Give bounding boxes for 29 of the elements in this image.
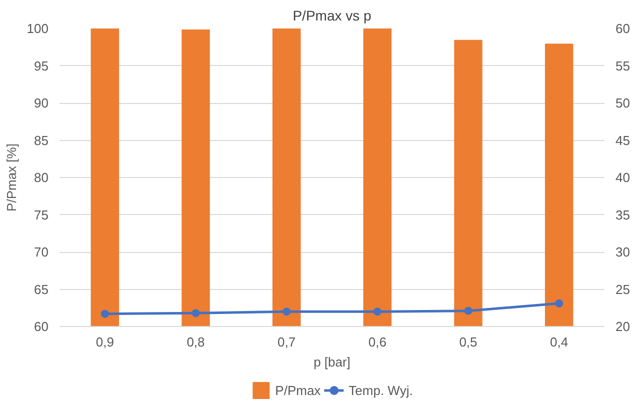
y2-tick-label: 25 [616,282,630,297]
x-tick-label: 0,9 [96,334,114,350]
y2-tick-label: 50 [616,96,630,110]
chart-title: P/Pmax vs p [292,8,372,24]
y-tick-label: 85 [34,132,49,148]
y-tick-label: 90 [34,96,49,110]
y-tick-label: 95 [34,58,49,74]
y-axis-title: P/Pmax [%] [4,144,19,212]
legend-label: P/Pmax [275,382,321,398]
y2-tick-label: 60 [616,21,630,36]
x-tick-label: 0,8 [186,334,205,350]
x-tick-label: 0,6 [368,334,386,350]
x-tick-label: 0,7 [278,334,296,350]
y2-tick-label: 35 [616,207,630,222]
y-tick-label: 80 [34,170,49,185]
y2-tick-label: 40 [616,170,630,185]
y2-tick-label: 45 [616,132,630,148]
y-tick-label: 60 [34,319,49,334]
y-tick-label: 100 [26,21,49,36]
x-tick-label: 0,4 [550,334,568,350]
y-tick-label: 70 [34,244,49,260]
y2-tick-label: 30 [616,244,630,260]
y-tick-label: 65 [34,282,49,297]
y-tick-label: 75 [34,207,49,222]
x-axis-title: p [bar] [314,354,350,370]
y2-tick-label: 20 [616,319,630,334]
y2-tick-label: 55 [616,58,630,74]
x-tick-label: 0,5 [459,334,478,350]
legend-label: Temp. Wyj. [348,382,413,398]
